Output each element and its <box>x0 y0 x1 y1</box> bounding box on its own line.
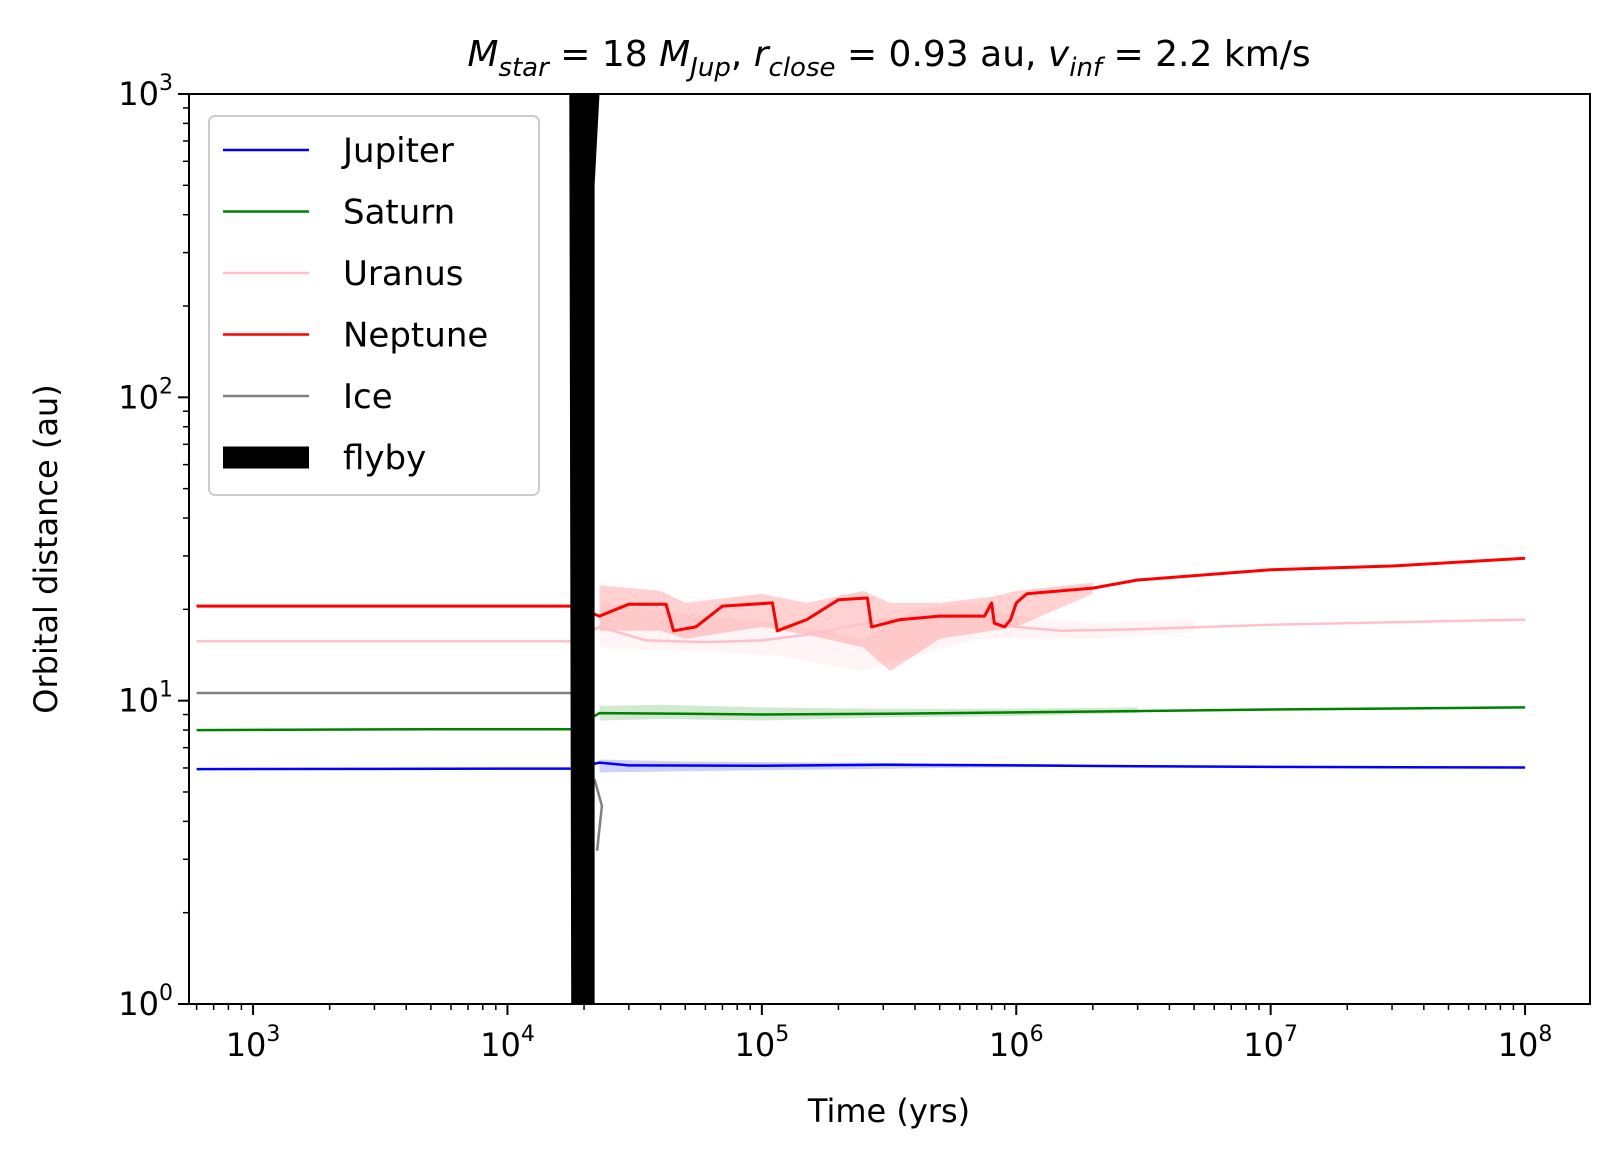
legend-label-jupiter: Jupiter <box>341 131 454 171</box>
x-tick-base: 10 <box>1243 1026 1284 1064</box>
line-saturn <box>196 706 1526 732</box>
chart-title-part: r <box>754 34 771 75</box>
x-tick-label: 104 <box>480 1022 535 1064</box>
y-tick-label: 101 <box>118 678 173 720</box>
x-tick-label: 105 <box>735 1022 790 1064</box>
y-axis-label: Orbital distance (au) <box>27 384 65 713</box>
chart-title-part: = 2.2 km/s <box>1102 34 1311 75</box>
chart-title-part: v <box>1048 34 1070 75</box>
chart-title-part: close <box>769 53 836 83</box>
chart-title: Mstar = 18 MJup, rclose = 0.93 au, vinf … <box>467 34 1310 83</box>
band-uranus <box>599 602 1195 672</box>
y-tick-exponent: 2 <box>159 374 173 399</box>
x-tick-label: 106 <box>989 1022 1044 1064</box>
chart-title-part: = 0.93 au, <box>836 34 1048 75</box>
legend-label-flyby: flyby <box>343 439 426 479</box>
x-axis-label: Time (yrs) <box>807 1092 970 1130</box>
x-tick-exponent: 6 <box>1030 1022 1044 1047</box>
x-tick-base: 10 <box>226 1026 267 1064</box>
legend-label-neptune: Neptune <box>343 316 488 356</box>
plot-area <box>196 94 1526 1004</box>
y-tick-label: 100 <box>118 981 173 1023</box>
x-tick-base: 10 <box>735 1026 776 1064</box>
y-tick-base: 10 <box>118 75 159 113</box>
flyby-band <box>569 94 600 1004</box>
x-tick-exponent: 4 <box>521 1022 535 1047</box>
x-tick-label: 108 <box>1498 1022 1553 1064</box>
legend: Jupiter Saturn Uranus Neptune Ice flyby <box>208 115 540 496</box>
x-tick-exponent: 8 <box>1538 1022 1552 1047</box>
x-tick-base: 10 <box>989 1026 1030 1064</box>
y-tick-exponent: 1 <box>159 678 173 703</box>
line-neptune <box>196 556 1526 633</box>
chart-title-part: inf <box>1069 53 1106 83</box>
x-tick-base: 10 <box>1498 1026 1539 1064</box>
y-tick-base: 10 <box>118 378 159 416</box>
chart-title-part: , <box>731 34 754 75</box>
flyby-layer <box>569 94 600 1004</box>
band-saturn <box>599 704 1138 721</box>
chart-title-part: M <box>659 34 690 75</box>
y-tick-exponent: 3 <box>159 71 173 96</box>
y-tick-label: 102 <box>118 374 173 416</box>
legend-label-saturn: Saturn <box>343 193 455 233</box>
plot-frame <box>188 93 1591 1005</box>
x-tick-base: 10 <box>480 1026 521 1064</box>
line-ice-fragment <box>593 779 604 851</box>
x-tick-label: 103 <box>226 1022 281 1064</box>
y-tick-base: 10 <box>118 985 159 1023</box>
chart-title-part: M <box>467 34 498 75</box>
line-uranus <box>196 614 1526 644</box>
y-tick-base: 10 <box>118 682 159 720</box>
chart-title-part: Jup <box>685 53 731 83</box>
chart-title-part: star <box>498 53 551 83</box>
x-tick-exponent: 5 <box>775 1022 789 1047</box>
legend-label-ice: Ice <box>343 377 393 417</box>
x-axis: 103 104 105 106 107 108 <box>226 1004 1553 1064</box>
legend-label-uranus: Uranus <box>343 254 464 294</box>
y-tick-exponent: 0 <box>159 981 173 1006</box>
x-tick-exponent: 7 <box>1284 1022 1298 1047</box>
chart-title-part: = 18 <box>549 34 659 75</box>
y-tick-label: 103 <box>118 71 173 113</box>
x-tick-exponent: 3 <box>266 1022 280 1047</box>
x-tick-label: 107 <box>1243 1022 1298 1064</box>
